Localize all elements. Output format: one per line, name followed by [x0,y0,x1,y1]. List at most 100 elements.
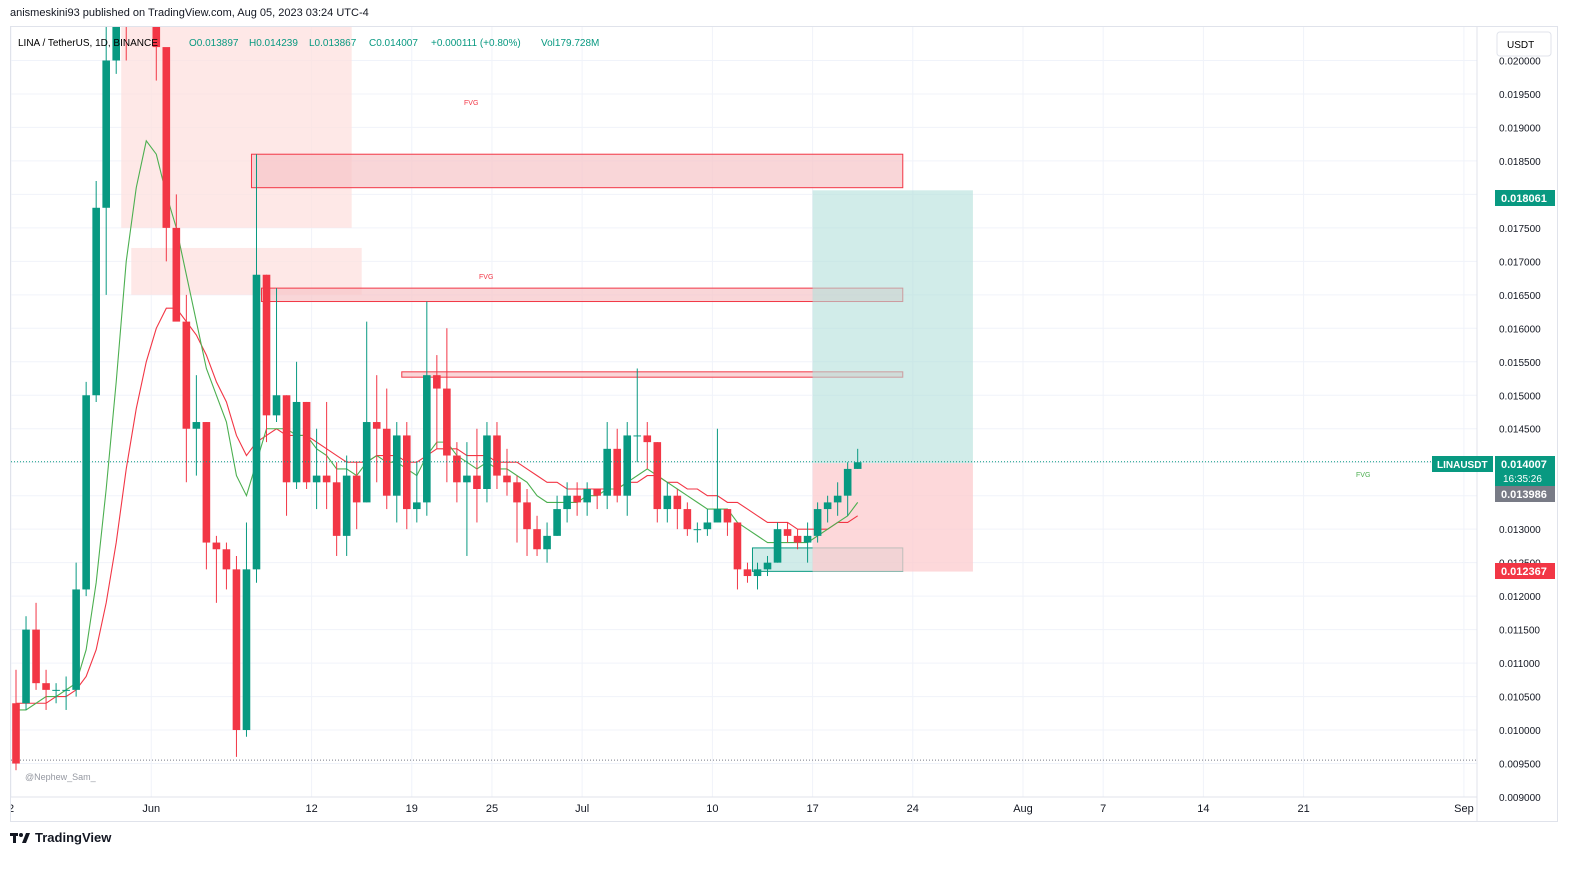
footer-brand-label: TradingView [35,830,112,845]
candle-down [352,475,361,503]
candle-up [773,529,782,563]
candle-up [192,422,201,429]
published-line: anismeskini93 published on TradingView.c… [10,7,369,19]
currency-button[interactable] [1496,31,1552,57]
candle-down [683,509,692,530]
candle-up [463,475,471,483]
x-tick-label: Aug [1013,803,1033,815]
legend-high: H0.014239 [249,38,298,49]
target-price-tag [1495,190,1555,206]
x-tick-label: 10 [706,803,718,815]
price-axis[interactable]: 0.0200000.0195000.0190000.0185000.018000… [1499,56,1541,804]
candle-down [172,227,181,322]
candle-up [763,562,772,570]
candle-down [613,448,622,496]
fvg-label-3: FVG [1356,472,1370,479]
candle-up [392,435,401,496]
fvg-label-1: FVG [464,100,478,107]
candle-down [322,475,331,483]
price-chart[interactable]: LINA / TetherUS, 1D, BINANCE O0.013897 H… [11,27,1557,821]
chart-frame[interactable]: LINA / TetherUS, 1D, BINANCE O0.013897 H… [10,26,1558,822]
y-tick-label: 0.018500 [1499,157,1541,168]
legend-change: +0.000111 (+0.80%) [431,38,521,49]
candle-down [513,482,521,503]
y-tick-label: 0.009500 [1499,760,1541,771]
y-tick-label: 0.017500 [1499,224,1541,235]
candle-up [272,395,281,416]
candle-up [833,495,842,503]
y-tick-label: 0.016500 [1499,291,1541,302]
footer-brand[interactable]: TradingView [10,830,111,845]
candle-down [643,435,652,443]
candle-up [603,448,611,496]
candle-up [813,509,822,536]
y-tick-label: 0.017000 [1499,257,1541,268]
candle-up [753,569,762,577]
candle-up [703,522,712,530]
fvg-label-2: FVG [479,274,493,281]
x-tick-label: 14 [1197,803,1209,815]
x-tick-label: Sep [1454,803,1474,815]
candle-up [292,401,301,483]
stop-price-tag [1495,563,1555,579]
watermark: @Nephew_Sam_ [25,772,97,782]
entry-price-label: 0.013986 [1501,489,1547,501]
y-tick-label: 0.020000 [1499,56,1541,67]
y-tick-label: 0.019000 [1499,123,1541,134]
candle-up [72,589,80,690]
x-tick-label: 2 [11,803,14,815]
candle-up [713,509,722,523]
y-tick-label: 0.011500 [1499,626,1540,637]
candle-down [222,549,231,570]
stop-price-label: 0.012367 [1501,566,1547,578]
candle-up [413,502,421,510]
candle-down [282,395,291,483]
candle-down [453,455,461,483]
legend-open: O0.013897 [189,38,239,49]
candle-down [332,482,341,536]
candle-up [92,207,100,396]
candle-down [573,495,581,503]
y-tick-label: 0.019500 [1499,90,1541,101]
candle-down [162,47,171,228]
candle-down [673,495,682,510]
candle-up [52,689,60,691]
stop-zone [812,463,973,572]
candle-up [423,375,431,503]
candle-up [62,689,70,691]
candle-up [242,569,251,731]
candle-down [232,569,241,731]
y-tick-label: 0.012000 [1499,592,1541,603]
candle-down [493,435,501,476]
countdown-label: 16:35:26 [1503,474,1542,485]
candle-up [252,274,261,570]
time-axis[interactable]: 2 Jun 12 19 25 Jul 10 17 24 Aug 7 14 21 Sep [11,803,1474,815]
tradingview-logo-icon [10,832,30,843]
fvg-zone [121,27,352,228]
candle-down [152,27,161,48]
candle-up [22,629,30,704]
candle-up [362,422,371,503]
candle-up [563,495,571,510]
y-tick-label: 0.016000 [1499,324,1541,335]
candle-down [503,475,511,483]
candle-down [653,442,662,510]
y-tick-label: 0.015500 [1499,358,1541,369]
candle-down [723,509,732,523]
last-price-tag [1495,456,1555,486]
symbol-tag [1432,456,1493,472]
candle-down [12,703,20,764]
y-tick-label: 0.015000 [1499,391,1541,402]
y-tick-label: 0.010500 [1499,693,1541,704]
legend-symbol: LINA / TetherUS, 1D, BINANCE [18,38,158,49]
candle-up [543,535,551,550]
candle-up [553,509,561,536]
y-tick-label: 0.011000 [1499,659,1540,670]
candle-up [853,462,862,469]
candle-down [202,422,211,543]
candle-up [843,468,852,496]
candle-up [312,475,321,483]
candle-down [372,422,381,429]
supply-zone [250,153,904,189]
candle-up [583,489,591,503]
